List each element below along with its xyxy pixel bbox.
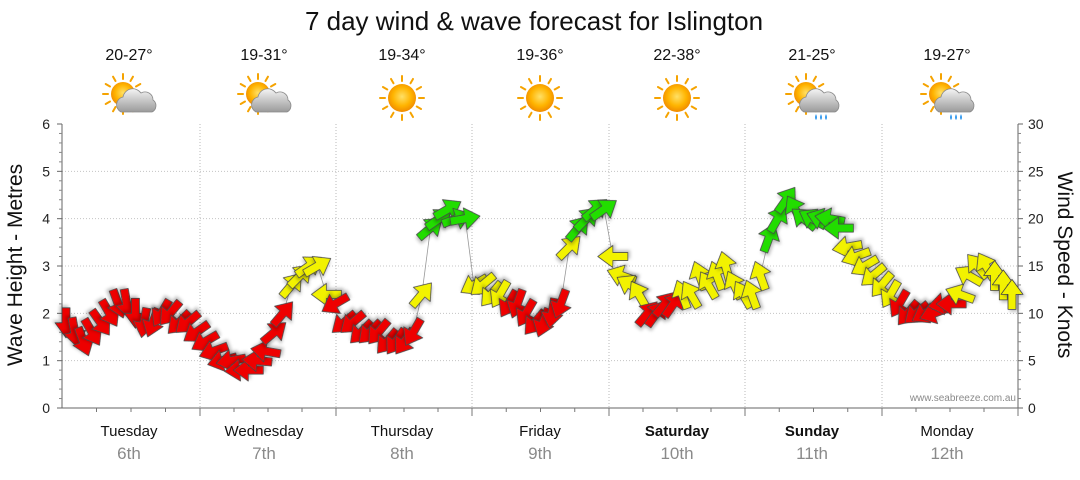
wind-arrow [403, 316, 425, 346]
wind-connector [421, 228, 431, 295]
day-temp-label: 20-27° [105, 47, 152, 64]
wind-arrow [555, 236, 581, 261]
wind-connector [464, 218, 475, 285]
partly-cloudy-icon [102, 73, 157, 115]
wind-arrow [823, 216, 854, 240]
wind-arrow [408, 282, 432, 309]
y-right-tick-label: 25 [1028, 163, 1044, 179]
partly-cloudy-icon [237, 73, 292, 115]
wind-arrow [269, 301, 294, 328]
y-left-tick-label: 2 [42, 305, 50, 321]
y-right-tick-label: 5 [1028, 353, 1036, 369]
y-left-tick-label: 1 [42, 353, 50, 369]
day-name-label: Wednesday [225, 423, 304, 440]
wind-arrow [661, 291, 683, 319]
axis-labels: Wave Height - Metres Wind Speed - Knots … [4, 164, 1076, 404]
wind-arrow [259, 322, 287, 346]
sunny-icon [379, 75, 425, 121]
y-right-tick-label: 30 [1028, 116, 1044, 132]
wind-arrow [449, 207, 481, 230]
day-temp-label: 19-31° [240, 47, 287, 64]
y-left-tick-label: 3 [42, 258, 50, 274]
day-temp-label: 19-36° [516, 47, 563, 64]
y-left-tick-label: 6 [42, 116, 50, 132]
day-date-label: 8th [390, 444, 414, 463]
y-left-tick-label: 4 [42, 211, 50, 227]
y-axis-right-title: Wind Speed - Knots [1053, 172, 1076, 359]
wind-arrow [321, 292, 351, 314]
y-left-tick-label: 0 [42, 400, 50, 416]
y-axis-left-title: Wave Height - Metres [4, 164, 27, 366]
showers-icon [920, 73, 975, 120]
wind-arrow [549, 288, 572, 319]
wind-arrow [580, 199, 608, 223]
wind-arrow [302, 256, 332, 278]
plot-area: 0 1 2 3 4 5 6 0 5 10 15 20 25 30 Tuesday 6th Wednesday 7t… [42, 116, 1044, 463]
wind-arrow [1000, 278, 1024, 310]
wind-arrow [597, 245, 629, 268]
day-date-label: 9th [528, 444, 552, 463]
day-name-label: Friday [519, 423, 561, 440]
wind-arrows [54, 187, 1024, 382]
day-temp-label: 22-38° [653, 47, 700, 64]
day-name-label: Monday [920, 423, 974, 440]
y-right-tick-label: 0 [1028, 400, 1036, 416]
chart-title: 7 day wind & wave forecast for Islington [305, 6, 763, 36]
day-name-label: Thursday [371, 423, 434, 440]
day-temp-label: 19-27° [923, 47, 970, 64]
day-date-label: 11th [796, 444, 828, 463]
y-right-tick-label: 15 [1028, 258, 1044, 274]
day-temp-label: 19-34° [378, 47, 425, 64]
day-name-label: Tuesday [101, 423, 158, 440]
y-right-tick-label: 20 [1028, 211, 1044, 227]
watermark: www.seabreeze.com.au [909, 393, 1016, 404]
wind-arrow [749, 261, 772, 292]
day-date-label: 6th [117, 444, 141, 463]
y-left-tick-label: 5 [42, 163, 50, 179]
weather-row: 20-27° 19-31° 19-34° 19-36° 22-38° 21-25° 19-2… [102, 47, 975, 121]
wind-arrow [740, 279, 763, 311]
day-name-label: Saturday [645, 423, 710, 440]
day-date-label: 7th [252, 444, 276, 463]
y-right-tick-label: 10 [1028, 305, 1044, 321]
day-date-label: 12th [930, 444, 963, 463]
sunny-icon [654, 75, 700, 121]
day-name-label: Sunday [785, 423, 840, 440]
day-date-label: 10th [660, 444, 693, 463]
day-temp-label: 21-25° [788, 47, 835, 64]
sunny-icon [517, 75, 563, 121]
wind-arrow [589, 199, 617, 222]
showers-icon [785, 73, 840, 120]
